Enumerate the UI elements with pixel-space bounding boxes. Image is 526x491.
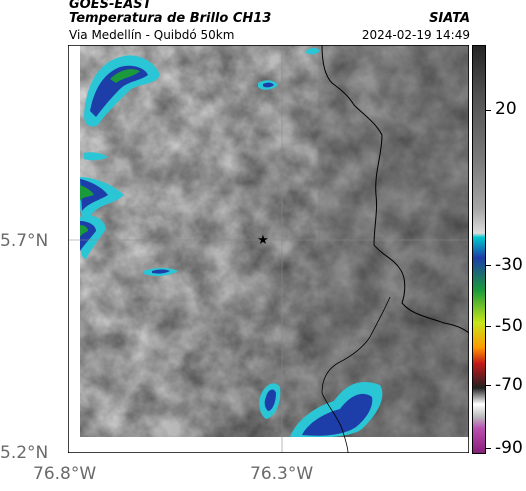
cold-cloud-cells bbox=[80, 48, 383, 438]
colorbar-tick bbox=[486, 385, 491, 386]
colorbar-label: 20 bbox=[495, 99, 517, 119]
cloud-texture bbox=[80, 45, 469, 437]
cloud-cell-west-mid-green bbox=[80, 185, 94, 201]
colorbar-tick bbox=[486, 448, 491, 449]
colorbar-label: -50 bbox=[495, 316, 523, 336]
temperature-colorbar bbox=[472, 45, 486, 454]
organization-label: SIATA bbox=[429, 11, 470, 26]
product-title: Temperatura de Brillo CH13 bbox=[69, 11, 272, 26]
longitude-label: 76.3°W bbox=[250, 464, 314, 484]
east-darker-region bbox=[318, 45, 469, 437]
map-bottom-blank bbox=[80, 437, 469, 453]
colorbar-label: -30 bbox=[495, 255, 523, 275]
colorbar-tick bbox=[486, 326, 491, 327]
cloud-cell-north-top bbox=[306, 48, 320, 55]
cloud-cell-south-left-core bbox=[264, 389, 276, 411]
graticule bbox=[68, 45, 469, 453]
colorbar-label: -90 bbox=[495, 438, 523, 458]
longitude-label: 76.8°W bbox=[33, 464, 97, 484]
cloud-cell-northwest-green bbox=[110, 69, 140, 83]
latitude-label: 5.2°N bbox=[0, 443, 49, 463]
colorbar-tick bbox=[486, 110, 491, 111]
route-subtitle: Via Medellín - Quibdó 50km bbox=[69, 28, 235, 42]
cloud-cell-center-core bbox=[152, 269, 170, 274]
cloud-cell-center-north-core bbox=[263, 82, 274, 88]
department-border bbox=[321, 296, 391, 453]
city-star-marker: ★ bbox=[257, 233, 269, 248]
cloud-cell-south-right-core bbox=[302, 393, 373, 436]
cloud-cell-west-low-green bbox=[80, 225, 88, 237]
latitude-label: 5.7°N bbox=[0, 231, 49, 251]
map-left-blank bbox=[68, 45, 80, 453]
satellite-title: GOES-EAST bbox=[69, 0, 152, 12]
colorbar-label: -70 bbox=[495, 375, 523, 395]
cloud-cell-northwest-core bbox=[90, 65, 148, 117]
colorbar-tick bbox=[486, 265, 491, 266]
timestamp-label: 2024-02-19 14:49 bbox=[361, 28, 470, 42]
national-border bbox=[321, 45, 469, 334]
satellite-map[interactable]: ★ bbox=[68, 45, 469, 453]
cloud-cell-west-small bbox=[84, 152, 108, 161]
